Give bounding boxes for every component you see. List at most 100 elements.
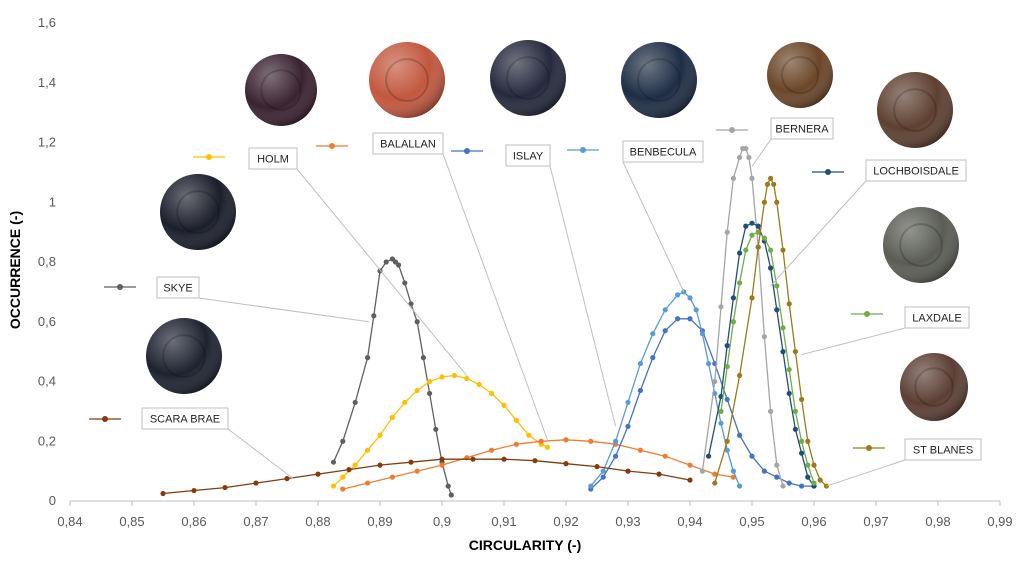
data-point-holm xyxy=(476,381,482,388)
data-point-benbecula xyxy=(625,399,631,406)
data-point-bernera xyxy=(768,408,774,414)
data-point-islay xyxy=(761,468,768,474)
data-point-bernera xyxy=(737,154,743,161)
benbecula-stone-icon xyxy=(621,42,697,118)
data-point-scara-brae xyxy=(346,467,352,473)
data-point-st-blanes xyxy=(749,295,755,301)
data-point-scara-brae xyxy=(160,490,166,497)
data-point-benbecula xyxy=(737,483,743,489)
data-point-islay xyxy=(662,328,668,334)
data-point-laxdale xyxy=(774,283,780,289)
data-point-benbecula xyxy=(687,295,693,301)
data-point-benbecula xyxy=(675,292,681,298)
data-point-bernera xyxy=(718,304,724,310)
data-point-st-blanes xyxy=(817,477,823,483)
data-point-lochboisdale xyxy=(774,307,780,313)
callout-leader-laxdale xyxy=(801,327,906,356)
data-point-scara-brae xyxy=(532,458,538,464)
data-point-st-blanes xyxy=(755,244,761,250)
data-point-balallan xyxy=(439,462,445,468)
data-point-laxdale xyxy=(730,319,737,325)
callout-label-islay: ISLAY xyxy=(513,151,544,163)
callout-leader-islay xyxy=(549,165,617,427)
callout-leader-bernera xyxy=(751,138,772,167)
data-point-skye xyxy=(330,459,337,465)
x-tick-label: 0,97 xyxy=(863,514,888,529)
data-point-benbecula xyxy=(662,307,668,313)
data-point-skye xyxy=(433,426,439,432)
data-point-lochboisdale xyxy=(780,349,786,355)
data-point-islay xyxy=(625,423,631,429)
callout-leader-benbecula xyxy=(622,161,685,293)
data-point-islay xyxy=(774,474,780,480)
data-point-scara-brae xyxy=(377,462,383,468)
legend-marker-bernera xyxy=(729,127,735,133)
data-point-lochboisdale xyxy=(799,450,805,456)
data-point-laxdale xyxy=(805,462,811,468)
data-point-st-blanes xyxy=(811,462,817,468)
data-point-laxdale xyxy=(761,235,768,241)
data-point-skye xyxy=(402,280,408,286)
data-point-holm xyxy=(340,474,346,480)
data-point-st-blanes xyxy=(737,372,743,379)
callout-leader-skye xyxy=(198,297,370,323)
data-point-islay xyxy=(724,396,730,403)
data-point-lochboisdale xyxy=(706,453,712,459)
series-line-islay xyxy=(590,318,814,490)
callout-box-benbecula xyxy=(622,140,704,163)
data-point-lochboisdale xyxy=(749,220,755,226)
st-blanes-stone-icon xyxy=(900,353,968,421)
data-point-bernera xyxy=(774,462,780,468)
data-point-skye xyxy=(420,355,426,361)
callout-box-islay xyxy=(505,144,551,167)
series-islay xyxy=(588,316,817,492)
data-point-bernera xyxy=(780,483,786,489)
data-point-benbecula xyxy=(706,360,712,367)
x-tick-label: 0,95 xyxy=(739,514,764,529)
data-point-skye xyxy=(340,438,346,444)
data-point-st-blanes xyxy=(761,199,768,205)
data-point-skye xyxy=(371,313,377,319)
data-point-benbecula xyxy=(588,483,594,489)
data-point-balallan xyxy=(389,474,395,480)
data-point-scara-brae xyxy=(501,456,507,462)
data-point-lochboisdale xyxy=(724,343,730,349)
x-tick-label: 0,84 xyxy=(57,514,82,529)
laxdale-stone-icon xyxy=(883,207,959,283)
data-point-islay xyxy=(786,480,792,486)
data-point-st-blanes xyxy=(780,247,786,253)
data-point-scara-brae xyxy=(408,459,414,465)
data-point-bernera xyxy=(749,175,755,181)
data-point-laxdale xyxy=(749,232,755,238)
data-point-lochboisdale xyxy=(737,250,743,256)
callout-leader-lochboisdale xyxy=(770,180,867,287)
callout-leader-scara-brae xyxy=(227,428,294,479)
x-tick-label: 0,98 xyxy=(925,514,950,529)
y-tick-label: 1 xyxy=(49,194,56,209)
data-point-holm xyxy=(402,399,408,406)
data-point-scara-brae xyxy=(315,471,321,477)
balallan-stone-icon xyxy=(369,42,445,118)
x-tick-label: 0,99 xyxy=(987,514,1012,529)
callout-leader-st-blanes xyxy=(826,459,906,487)
y-tick-label: 0,2 xyxy=(38,433,56,448)
y-tick-label: 0 xyxy=(49,493,56,508)
data-point-st-blanes xyxy=(764,181,771,187)
data-point-islay xyxy=(749,453,755,459)
data-point-balallan xyxy=(588,438,594,444)
x-tick-label: 0,94 xyxy=(677,514,702,529)
data-point-benbecula xyxy=(730,468,737,474)
legend-marker-scara-brae xyxy=(102,416,108,422)
legend-marker-skye xyxy=(117,284,123,290)
callout-label-st-blanes: ST BLANES xyxy=(913,445,973,457)
x-tick-label: 0,85 xyxy=(119,514,144,529)
data-point-holm xyxy=(451,372,457,379)
data-point-balallan xyxy=(687,462,693,468)
data-point-scara-brae xyxy=(191,487,197,494)
data-point-balallan xyxy=(414,468,420,474)
data-point-skye xyxy=(408,301,414,307)
x-tick-label: 0,91 xyxy=(491,514,516,529)
callout-box-lochboisdale xyxy=(865,159,967,182)
series-line-laxdale xyxy=(720,231,815,484)
x-tick-label: 0,93 xyxy=(615,514,640,529)
